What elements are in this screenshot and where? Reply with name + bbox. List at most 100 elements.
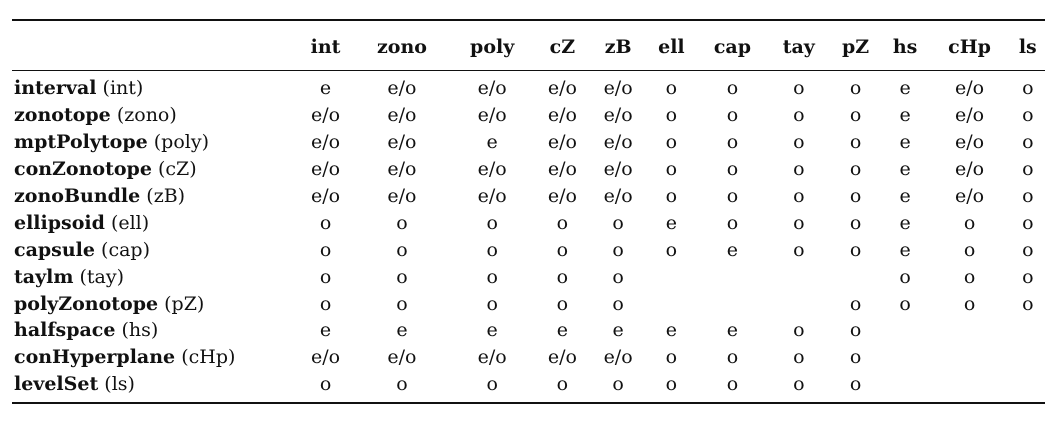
table-row: mptPolytope (poly) e/o e/o e e/o e/o o o o o e e/o o (12, 129, 1045, 156)
table-cell: o (612, 238, 624, 261)
table-cell: o (665, 346, 678, 369)
table-cell: o (726, 158, 739, 181)
table-cell: e/o (603, 104, 633, 127)
table-cell (646, 263, 697, 290)
table-cell (929, 344, 1011, 371)
row-name: ellipsoid (14, 211, 105, 234)
table-cell: e (396, 319, 408, 342)
table-cell (882, 344, 929, 371)
table-cell: o (849, 104, 862, 127)
table-cell: o (486, 292, 498, 315)
table-cell: o (396, 238, 408, 261)
table-cell: o (849, 292, 862, 315)
table-cell: o (486, 211, 498, 234)
table-cell: e (665, 211, 678, 234)
table-cell: e/o (955, 131, 985, 154)
table-cell: o (793, 238, 805, 261)
header-cell: pZ (842, 35, 870, 58)
table-cell: e/o (387, 185, 417, 207)
table-cell: o (793, 319, 805, 342)
table-cell: o (849, 319, 862, 342)
table-row: halfspace (hs) e e e e e e e o o (12, 317, 1045, 344)
table-cell: e/o (603, 158, 633, 181)
table-cell: o (665, 131, 678, 154)
table-cell (929, 317, 1011, 344)
table-cell (697, 290, 768, 317)
table-cell: e/o (603, 185, 633, 207)
table-row: taylm (tay) o o o o o o o o (12, 263, 1045, 290)
table-cell: o (319, 292, 332, 315)
table-cell: o (849, 158, 862, 181)
table-cell: o (486, 373, 498, 396)
table-cell: e (726, 319, 739, 342)
table-cell: o (963, 211, 976, 234)
table-cell: o (319, 211, 332, 234)
row-label: interval (int) (12, 71, 297, 102)
row-abbreviation: (zB) (146, 185, 186, 207)
table-row: ellipsoid (ell) o o o o o e o o o e o o (12, 209, 1045, 236)
table-cell: o (899, 265, 911, 288)
table-cell: o (849, 77, 862, 100)
row-name: zonotope (14, 104, 111, 127)
table-cell: e/o (603, 346, 633, 369)
table-cell: e (899, 104, 911, 127)
table-cell: o (665, 77, 678, 100)
table-cell: o (726, 77, 739, 100)
table-cell: o (793, 185, 805, 207)
table-cell: o (486, 265, 498, 288)
table-cell: e/o (477, 158, 507, 181)
table-cell: o (556, 373, 569, 396)
table-cell: o (396, 292, 408, 315)
header-cell: cHp (948, 35, 991, 58)
table-cell: e/o (955, 185, 985, 207)
table-cell: o (665, 104, 678, 127)
table-cell: o (1022, 104, 1034, 127)
table-cell: e (899, 158, 911, 181)
row-abbreviation: (poly) (153, 131, 209, 154)
table-cell: e (899, 238, 911, 261)
header-cell: ell (658, 35, 685, 58)
row-label: conHyperplane (cHp) (12, 344, 297, 371)
table-cell: e/o (477, 104, 507, 127)
compatibility-table: int zono poly cZ zB ell cap tay pZ hs cH… (12, 19, 1045, 404)
table-row: levelSet (ls) o o o o o o o o o (12, 371, 1045, 403)
table-cell: o (665, 185, 678, 207)
table-cell: o (726, 185, 739, 207)
row-name: mptPolytope (14, 131, 148, 154)
table-cell: o (793, 77, 805, 100)
header-cell: cZ (549, 35, 576, 58)
table-cell: e/o (603, 131, 633, 154)
table-cell: o (793, 104, 805, 127)
table-row: zonoBundle (zB) e/o e/o e/o e/o e/o o o o o e e/o o (12, 183, 1045, 210)
table-cell: o (849, 131, 862, 154)
table-cell: o (556, 292, 569, 315)
table-cell: e/o (955, 158, 985, 181)
row-label: conZonotope (cZ) (12, 156, 297, 183)
table-cell: o (556, 238, 569, 261)
table-cell (830, 263, 882, 290)
row-abbreviation: (cHp) (181, 346, 236, 369)
table-cell: e (726, 238, 739, 261)
table-cell (1011, 371, 1045, 403)
header-cell: cap (713, 35, 751, 58)
table-cell: e/o (477, 346, 507, 369)
table-row: interval (int) e e/o e/o e/o e/o o o o o e e/o o (12, 71, 1045, 102)
table-cell: o (793, 211, 805, 234)
table-cell (697, 263, 768, 290)
table-row: zonotope (zono) e/o e/o e/o e/o e/o o o o o e e/o o (12, 102, 1045, 129)
table-row: conHyperplane (cHp) e/o e/o e/o e/o e/o o o o o (12, 344, 1045, 371)
table-cell: e/o (547, 185, 577, 207)
row-name: polyZonotope (14, 292, 159, 315)
table-row: conZonotope (cZ) e/o e/o e/o e/o e/o o o o o e e/o o (12, 156, 1045, 183)
row-label: polyZonotope (pZ) (12, 290, 297, 317)
table-cell: o (963, 292, 976, 315)
table-cell: o (1022, 265, 1034, 288)
row-abbreviation: (ell) (110, 211, 150, 234)
table-cell (646, 290, 697, 317)
table-cell: o (556, 265, 569, 288)
row-abbreviation: (pZ) (164, 292, 205, 315)
table-cell: o (1022, 238, 1034, 261)
table-cell: o (849, 238, 862, 261)
row-abbreviation: (cap) (101, 238, 150, 261)
table-cell: e/o (547, 104, 577, 127)
